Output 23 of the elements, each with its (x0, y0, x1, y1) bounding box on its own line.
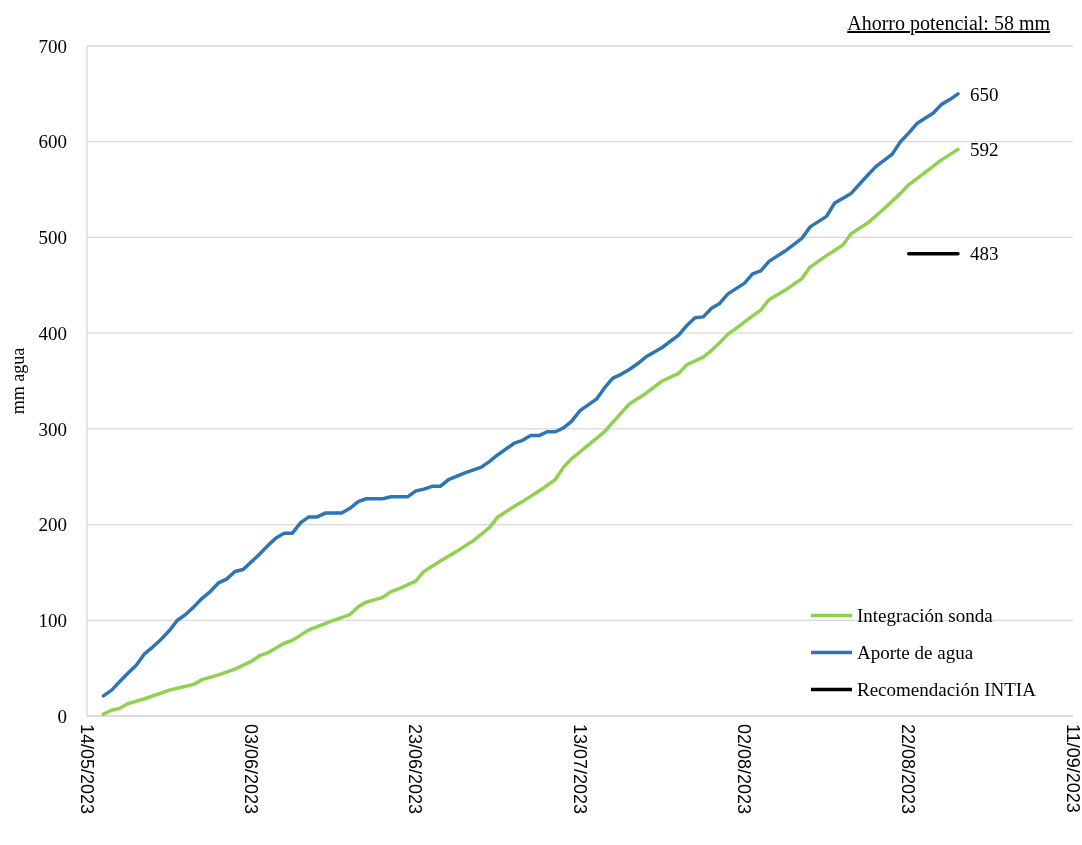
x-tick-label: 22/08/2023 (898, 724, 919, 815)
y-tick-label: 500 (38, 227, 67, 249)
y-axis-title: mm agua (8, 347, 28, 415)
y-tick-label: 0 (57, 705, 67, 727)
legend-label: Aporte de agua (857, 642, 974, 664)
text: Ahorro potencial: 58 mm (847, 12, 1051, 35)
data-label: 483 (969, 243, 999, 265)
legend-label: Integración sonda (857, 605, 994, 627)
y-tick-label: 200 (38, 514, 67, 536)
y-tick-label: 700 (38, 35, 67, 57)
x-tick-label: 13/07/2023 (569, 724, 590, 815)
x-tick-label: 23/06/2023 (405, 724, 426, 815)
x-tick-label: 02/08/2023 (734, 724, 755, 815)
y-tick-label: 600 (38, 131, 67, 153)
data-label: 650 (969, 83, 999, 105)
x-tick-label: 11/09/2023 (1062, 724, 1082, 813)
data-label: 592 (969, 139, 999, 161)
y-tick-label: 100 (38, 609, 67, 631)
y-tick-label: 400 (38, 322, 67, 344)
y-tick-label: 300 (38, 418, 67, 440)
x-tick-label: 14/05/2023 (76, 724, 97, 815)
legend-label: Recomendación INTIA (857, 679, 1037, 701)
x-tick-label: 03/06/2023 (241, 724, 262, 815)
